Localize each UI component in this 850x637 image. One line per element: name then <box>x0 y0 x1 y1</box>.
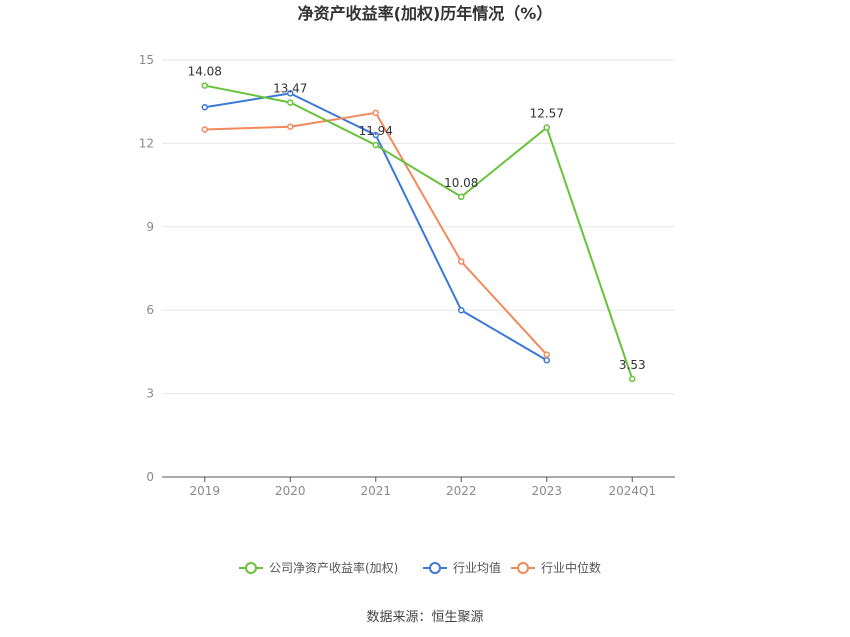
x-tick-label: 2020 <box>275 484 306 498</box>
legend-label: 行业中位数 <box>541 560 601 575</box>
x-tick-label: 2021 <box>360 484 391 498</box>
data-label: 3.53 <box>619 358 646 372</box>
data-point <box>543 124 550 131</box>
source-note: 数据来源：恒生聚源 <box>366 610 483 625</box>
data-point <box>201 126 208 133</box>
data-point <box>372 131 379 139</box>
data-point <box>287 99 294 106</box>
data-label: 11.94 <box>359 124 393 138</box>
y-tick-label: 6 <box>146 303 154 317</box>
grid-lines <box>162 59 675 395</box>
data-point <box>543 356 550 364</box>
data-point <box>372 141 379 149</box>
data-point <box>629 375 636 383</box>
series-line <box>204 111 548 356</box>
data-label: 13.47 <box>273 82 307 96</box>
data-point <box>201 104 208 111</box>
data-point <box>372 109 379 117</box>
x-tick-label: 2019 <box>189 484 220 498</box>
x-tick-label: 2023 <box>531 484 562 498</box>
data-label: 14.08 <box>188 65 222 79</box>
data-point <box>458 193 465 201</box>
data-point <box>458 306 465 314</box>
data-label: 10.08 <box>444 176 478 190</box>
legend-marker <box>429 562 441 574</box>
legend-marker <box>517 562 529 574</box>
x-tick-label: 2022 <box>446 484 477 498</box>
axes: 0 3 6 9 12 15 2019 2020 2021 2022 2023 2024Q1 <box>139 53 675 498</box>
legend-label: 行业均值 <box>453 560 501 575</box>
legend: 公司净资产收益率(加权) 行业均值 行业中位数 <box>239 560 601 575</box>
x-tick-label: 2024Q1 <box>608 484 656 498</box>
data-point <box>287 123 294 130</box>
data-point <box>543 351 550 358</box>
series-line <box>204 84 634 380</box>
data-point <box>458 258 465 265</box>
data-labels: 14.08 13.47 11.94 10.08 12.57 3.53 <box>188 65 646 372</box>
y-tick-label: 3 <box>146 387 154 401</box>
y-tick-label: 0 <box>146 470 154 484</box>
chart-title: 净资产收益率(加权)历年情况（%） <box>298 4 553 23</box>
y-tick-label: 12 <box>139 136 154 150</box>
series-lines <box>201 82 636 383</box>
y-tick-label: 9 <box>146 220 154 234</box>
data-point <box>201 82 208 89</box>
legend-marker <box>245 562 257 574</box>
legend-label: 公司净资产收益率(加权) <box>269 560 398 575</box>
data-label: 12.57 <box>530 107 564 121</box>
data-point <box>287 90 294 97</box>
y-tick-label: 15 <box>139 53 154 67</box>
